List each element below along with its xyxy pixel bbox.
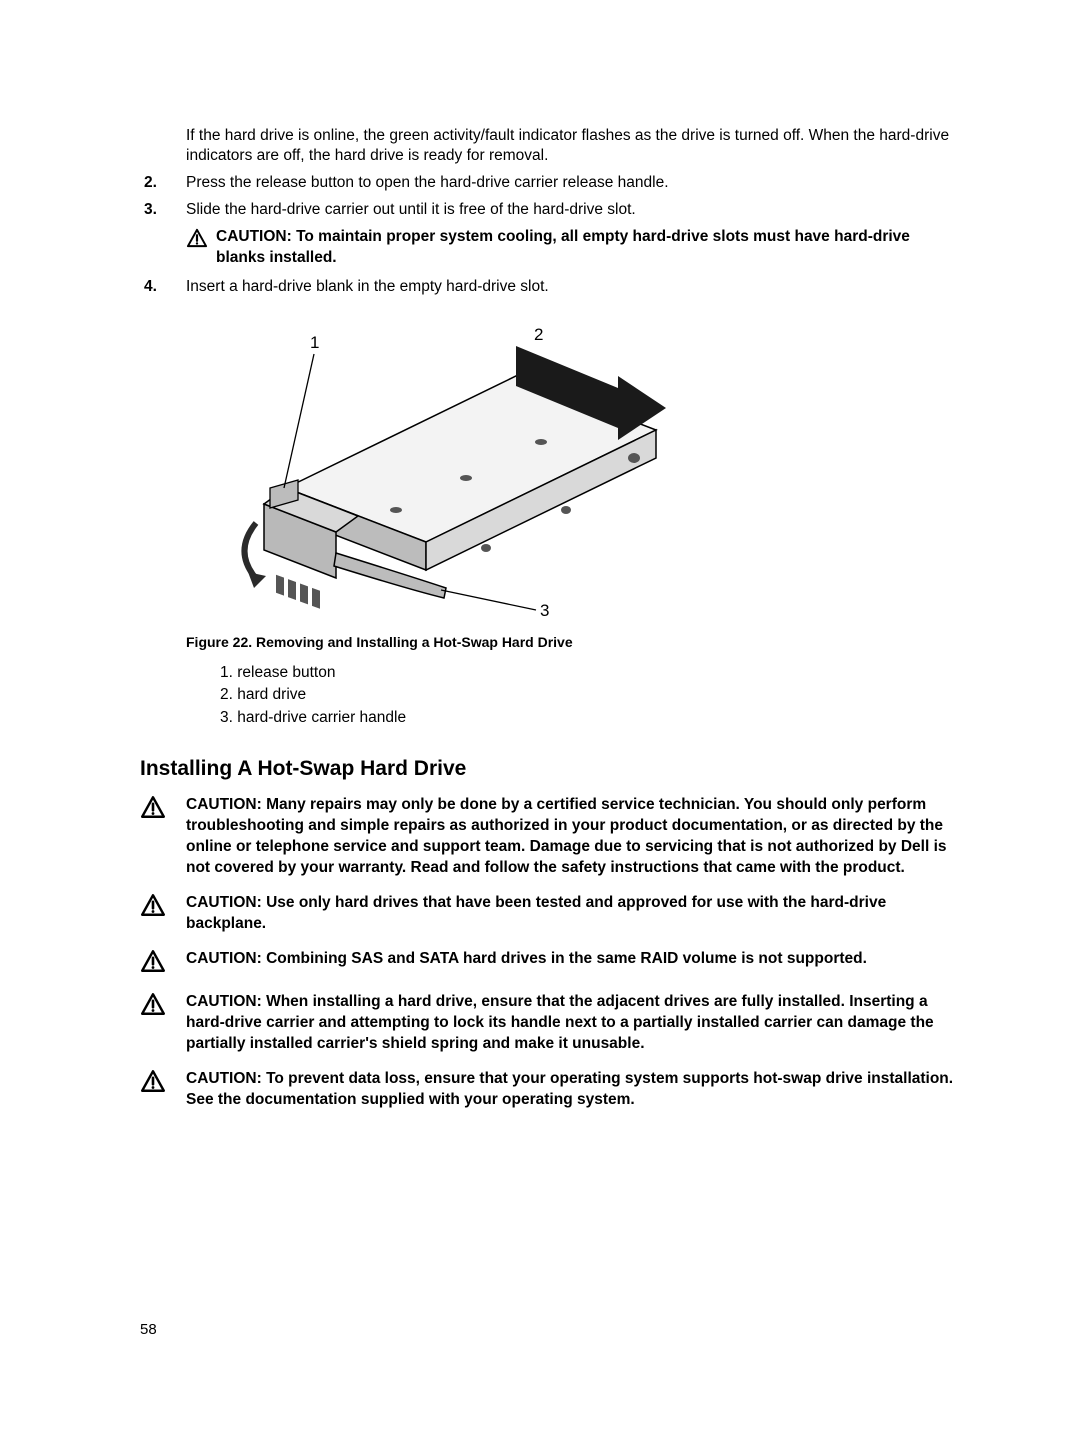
- caution-text: CAUTION: Combining SAS and SATA hard dri…: [186, 949, 867, 970]
- caution-icon: [140, 1069, 174, 1098]
- section-heading: Installing A Hot-Swap Hard Drive: [140, 757, 960, 781]
- caution-icon: [140, 992, 174, 1021]
- caution-icon: [140, 949, 174, 978]
- callout-line-1: [284, 354, 314, 488]
- legend-item: 2. hard drive: [220, 684, 960, 706]
- legend-item: 3. hard-drive carrier handle: [220, 707, 960, 729]
- step-text: Insert a hard-drive blank in the empty h…: [186, 278, 549, 295]
- callout-1: 1: [310, 333, 319, 352]
- callout-2: 2: [534, 325, 543, 344]
- caution-block: CAUTION: Many repairs may only be done b…: [140, 795, 960, 879]
- steps-list: 2. Press the release button to open the …: [140, 173, 960, 221]
- hard-drive-illustration: 1 2 3: [186, 318, 686, 618]
- caution-text: CAUTION: To maintain proper system cooli…: [216, 227, 960, 269]
- step-number: 4.: [144, 277, 157, 298]
- figure-block: 1 2 3 Figure 22. Removing and Installing…: [186, 318, 960, 729]
- caution-text: CAUTION: Many repairs may only be done b…: [186, 795, 960, 879]
- step-text: Press the release button to open the har…: [186, 174, 669, 191]
- step-4: 4. Insert a hard-drive blank in the empt…: [140, 277, 960, 298]
- caution-text: CAUTION: Use only hard drives that have …: [186, 893, 960, 935]
- figure-caption: Figure 22. Removing and Installing a Hot…: [186, 634, 960, 650]
- page-number: 58: [140, 1321, 157, 1338]
- caution-block: CAUTION: Combining SAS and SATA hard dri…: [140, 949, 960, 978]
- document-page: If the hard drive is online, the green a…: [0, 0, 1080, 1434]
- caution-text: CAUTION: When installing a hard drive, e…: [186, 992, 960, 1055]
- caution-icon: [186, 228, 208, 253]
- steps-list-continued: 4. Insert a hard-drive blank in the empt…: [140, 277, 960, 298]
- caution-text: CAUTION: To prevent data loss, ensure th…: [186, 1069, 960, 1111]
- step-2: 2. Press the release button to open the …: [140, 173, 960, 194]
- step-text: Slide the hard-drive carrier out until i…: [186, 201, 636, 218]
- figure-legend: 1. release button 2. hard drive 3. hard-…: [220, 662, 960, 729]
- caution-block: CAUTION: Use only hard drives that have …: [140, 893, 960, 935]
- caution-block: CAUTION: To prevent data loss, ensure th…: [140, 1069, 960, 1111]
- step-number: 2.: [144, 173, 157, 194]
- release-arrow: [244, 523, 256, 576]
- inline-caution: CAUTION: To maintain proper system cooli…: [186, 227, 960, 269]
- caution-icon: [140, 893, 174, 922]
- legend-item: 1. release button: [220, 662, 960, 684]
- callout-line-3: [441, 590, 536, 610]
- step-number: 3.: [144, 200, 157, 221]
- step-3: 3. Slide the hard-drive carrier out unti…: [140, 200, 960, 221]
- caution-icon: [140, 795, 174, 824]
- caution-block: CAUTION: When installing a hard drive, e…: [140, 992, 960, 1055]
- callout-3: 3: [540, 601, 549, 618]
- intro-paragraph: If the hard drive is online, the green a…: [186, 126, 960, 168]
